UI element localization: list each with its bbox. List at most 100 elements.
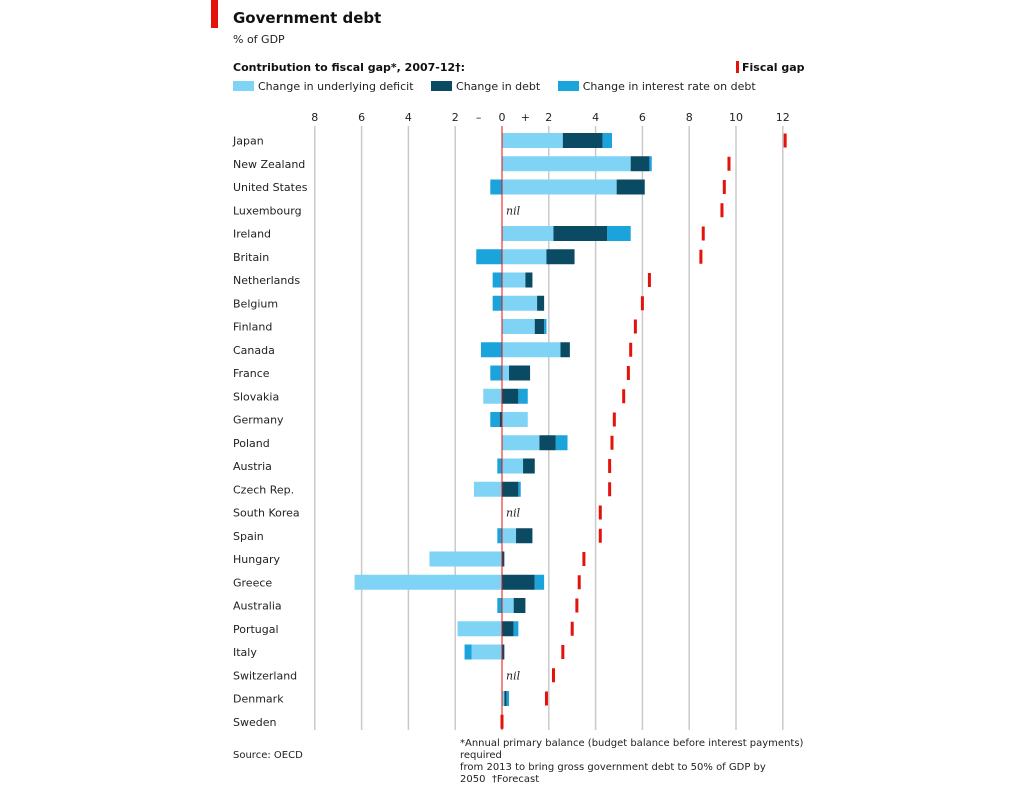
footnote: *Annual primary balance (budget balance … bbox=[460, 738, 810, 786]
bar-segment-interest bbox=[518, 388, 528, 404]
legend-label-debt: Change in debt bbox=[456, 80, 541, 93]
bar-segment-deficit bbox=[483, 388, 502, 404]
bar-segment-debt bbox=[502, 551, 505, 567]
fiscal-gap-marker bbox=[640, 296, 644, 311]
legend-label-deficit: Change in underlying deficit bbox=[258, 80, 414, 93]
bar-segment-deficit bbox=[502, 272, 526, 288]
bar-segment-debt bbox=[502, 644, 505, 660]
country-label: Japan bbox=[232, 135, 264, 148]
bar-segment-debt bbox=[523, 458, 535, 474]
fiscal-gap-marker bbox=[699, 249, 703, 264]
bar-segment-interest bbox=[480, 342, 502, 358]
bar-segment-deficit bbox=[502, 179, 617, 195]
forecast-note: †Forecast bbox=[491, 774, 540, 785]
fiscal-gap-marker bbox=[610, 435, 614, 450]
legend-swatch-deficit bbox=[233, 81, 254, 91]
fiscal-gap-marker bbox=[551, 668, 555, 683]
fiscal-gap-chart: 8 6 4 2 – 0 +2 4 6 8 10 12 Japan New Zealand United St… bbox=[232, 111, 790, 730]
footnote-line-1: *Annual primary balance (budget balance … bbox=[460, 738, 804, 761]
bar-segment-debt bbox=[553, 226, 608, 241]
bar-segment-debt bbox=[525, 272, 533, 288]
bar-segment-debt bbox=[509, 365, 531, 381]
legend-label-interest: Change in interest rate on debt bbox=[582, 80, 756, 93]
bar-segment-interest bbox=[607, 226, 631, 241]
country-label: Portugal bbox=[233, 623, 279, 636]
bar-segment-interest bbox=[518, 481, 521, 497]
brand-red-bar bbox=[211, 0, 218, 28]
fiscal-gap-marker bbox=[722, 180, 726, 194]
bar-segment-debt bbox=[502, 574, 535, 590]
fiscal-gap-marker bbox=[647, 273, 651, 287]
country-label: Spain bbox=[233, 530, 264, 543]
fiscal-gap-marker bbox=[577, 575, 581, 590]
bar-segment-debt bbox=[513, 598, 526, 613]
bar-segment-interest bbox=[492, 295, 502, 311]
legend-item-deficit: Change in underlying deficit bbox=[233, 80, 414, 93]
bar-segment-deficit bbox=[354, 574, 502, 590]
x-tick-label: 2 bbox=[452, 111, 459, 124]
bar-segment-interest bbox=[464, 644, 472, 660]
bar-segment-debt bbox=[537, 295, 545, 311]
x-tick-label: 2 bbox=[545, 111, 552, 124]
country-label: Hungary bbox=[233, 553, 280, 566]
fiscal-gap-marker bbox=[633, 319, 637, 334]
bar-segment-deficit bbox=[471, 644, 502, 660]
fiscal-gap-marker bbox=[626, 366, 630, 380]
legend-swatch-debt bbox=[431, 81, 453, 91]
bar-segment-deficit bbox=[502, 412, 528, 427]
country-label: Finland bbox=[233, 321, 272, 334]
bar-segment-debt bbox=[502, 481, 519, 497]
x-tick-label: 12 bbox=[776, 111, 790, 124]
bar-segment-debt bbox=[516, 528, 533, 544]
x-tick-label: 6 bbox=[358, 111, 365, 124]
source-note: Source: OECD bbox=[233, 750, 303, 761]
country-label: South Korea bbox=[233, 507, 300, 520]
bar-segment-interest bbox=[649, 156, 652, 172]
bar-segment-interest bbox=[497, 598, 502, 613]
x-tick-label: 6 bbox=[639, 111, 646, 124]
bar-segment-deficit bbox=[502, 295, 538, 311]
country-label: Slovakia bbox=[233, 390, 279, 403]
bar-segment-interest bbox=[602, 133, 612, 148]
country-label: Italy bbox=[233, 646, 257, 659]
bar-segment-interest bbox=[534, 574, 545, 590]
country-label: United States bbox=[233, 181, 308, 194]
bar-segment-debt bbox=[539, 435, 556, 451]
chart-title: Government debt bbox=[233, 9, 382, 27]
fiscal-gap-marker bbox=[575, 598, 579, 613]
x-tick-label: 8 bbox=[686, 111, 693, 124]
x-tick-label: – bbox=[476, 111, 482, 124]
fiscal-gap-marker bbox=[612, 412, 616, 427]
country-label: Ireland bbox=[233, 228, 271, 241]
bar-segment-debt bbox=[502, 388, 519, 404]
country-label: Australia bbox=[233, 600, 282, 613]
bar-segment-interest bbox=[476, 249, 502, 265]
bar-segment-interest bbox=[544, 319, 547, 334]
bar-segment-debt bbox=[546, 249, 575, 265]
country-label: Luxembourg bbox=[233, 204, 302, 217]
country-label: Denmark bbox=[233, 693, 284, 706]
bar-segment-interest bbox=[497, 528, 502, 544]
fiscal-gap-marker bbox=[720, 203, 724, 218]
fiscal-gap-marker bbox=[598, 528, 602, 543]
bar-segment-interest bbox=[490, 365, 502, 381]
bar-segment-interest bbox=[506, 691, 510, 706]
fiscal-gap-marker bbox=[622, 389, 626, 404]
chart-subtitle: % of GDP bbox=[233, 33, 285, 46]
x-tick-label: 4 bbox=[405, 111, 412, 124]
x-tick-label: 4 bbox=[592, 111, 599, 124]
bar-segment-deficit bbox=[502, 319, 535, 334]
bar-segment-interest bbox=[555, 435, 568, 451]
country-label: Switzerland bbox=[233, 669, 297, 682]
fiscal-gap-marker bbox=[701, 226, 705, 241]
x-tick-label: 10 bbox=[729, 111, 743, 124]
country-label: Sweden bbox=[233, 716, 276, 729]
country-label: New Zealand bbox=[233, 158, 305, 171]
bar-segment-debt bbox=[502, 621, 514, 637]
bar-segment-interest bbox=[513, 621, 519, 637]
fiscal-gap-legend: Fiscal gap bbox=[736, 61, 805, 74]
country-label: Germany bbox=[233, 414, 284, 427]
bar-segment-deficit bbox=[502, 598, 514, 613]
bar-segment-debt bbox=[562, 133, 603, 148]
country-label: Canada bbox=[233, 344, 275, 357]
